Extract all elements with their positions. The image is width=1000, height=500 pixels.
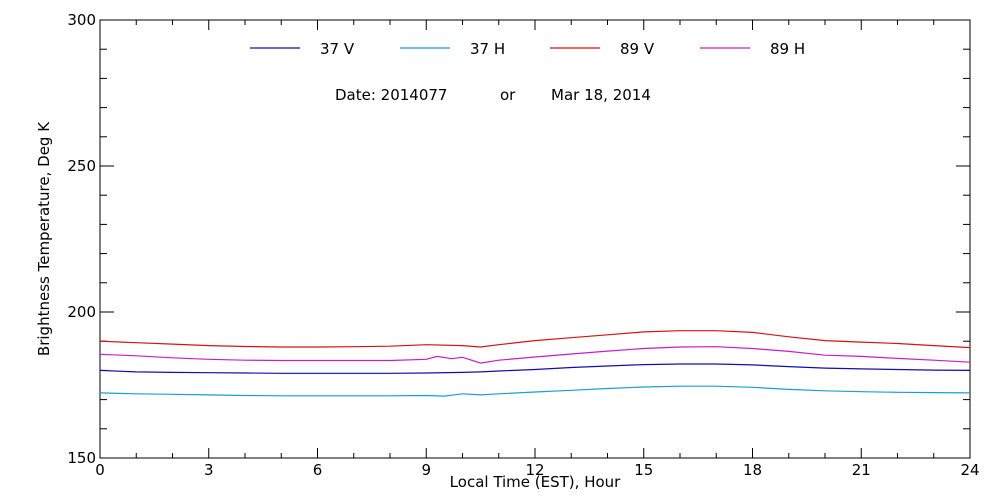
x-tick-label: 0	[95, 461, 105, 479]
series-line-89-v	[99, 330, 971, 349]
x-tick-label: 21	[852, 461, 871, 479]
x-tick-label: 15	[634, 461, 653, 479]
legend-label: 37 V	[320, 40, 355, 58]
y-axis-label: Brightness Temperature, Deg K	[35, 121, 53, 356]
x-tick-label: 12	[525, 461, 544, 479]
series-lines	[99, 330, 971, 397]
x-tick-label: 18	[743, 461, 762, 479]
y-tick-label: 200	[67, 303, 96, 321]
date-text: Mar 18, 2014	[551, 86, 651, 104]
series-line-37-h	[99, 385, 971, 397]
y-tick-label: 250	[67, 157, 96, 175]
axis-ticks	[99, 19, 971, 459]
x-axis-label: Local Time (EST), Hour	[450, 473, 621, 491]
date-label: Date: 2014077	[335, 86, 447, 104]
x-tick-label: 9	[421, 461, 431, 479]
legend: 37 V 37 H 89 V 89 H	[250, 40, 805, 58]
legend-label: 89 V	[620, 40, 655, 58]
x-tick-label: 6	[313, 461, 323, 479]
legend-label: 89 H	[770, 40, 805, 58]
tick-labels: 0 3 6 9 12 15 18 21 24 150 200 250 300	[67, 11, 979, 479]
x-tick-label: 3	[204, 461, 214, 479]
legend-label: 37 H	[470, 40, 505, 58]
series-line-37-v	[99, 363, 971, 374]
series-line-89-h	[99, 346, 971, 364]
date-connector: or	[500, 86, 516, 104]
y-tick-label: 150	[67, 449, 96, 467]
y-tick-label: 300	[67, 11, 96, 29]
x-tick-label: 24	[960, 461, 979, 479]
